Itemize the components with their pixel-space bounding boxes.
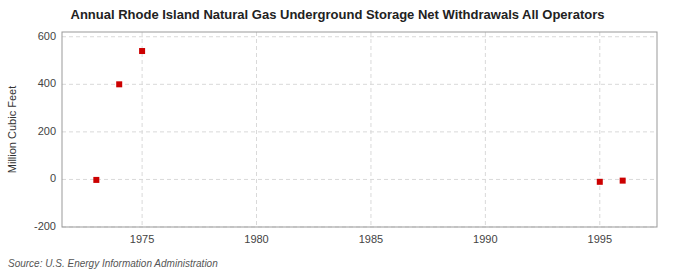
y-tick-label: 0 (50, 172, 56, 184)
chart: -200 0 200 400 600 1975 1980 1985 1990 1995 Annual… (0, 0, 675, 275)
grid-line-y (62, 84, 657, 85)
ticks: -200 0 200 400 600 1975 1980 1985 1990 1995 (34, 30, 612, 245)
grid (62, 32, 657, 227)
y-axis-label: Million Cubic Feet (6, 86, 18, 173)
point (597, 179, 603, 185)
x-tick-label: 1975 (130, 233, 154, 245)
grid-line-x (485, 32, 486, 227)
grid-line-x (256, 32, 257, 227)
grid-line-y (62, 36, 657, 37)
y-tick-label: 400 (38, 77, 56, 89)
point (620, 178, 626, 184)
x-tick-label: 1995 (588, 233, 612, 245)
y-tick-label: 200 (38, 125, 56, 137)
y-tick-label: -200 (34, 220, 56, 232)
grid-line-x (599, 32, 600, 227)
plot-frame (62, 32, 657, 227)
point (93, 177, 99, 183)
x-tick-label: 1990 (473, 233, 497, 245)
grid-line-y (62, 131, 657, 132)
grid-line-y (62, 179, 657, 180)
title: Annual Rhode Island Natural Gas Undergro… (71, 7, 605, 22)
y-tick-label: 600 (38, 30, 56, 42)
source-note: Source: U.S. Energy Information Administ… (8, 258, 218, 269)
grid-line-x (370, 32, 371, 227)
point (116, 81, 122, 87)
x-tick-label: 1980 (244, 233, 268, 245)
marks (93, 48, 625, 185)
chart-container: -200 0 200 400 600 1975 1980 1985 1990 1995 Annual… (0, 0, 675, 275)
grid-line-x (142, 32, 143, 227)
x-tick-label: 1985 (359, 233, 383, 245)
point (139, 48, 145, 54)
